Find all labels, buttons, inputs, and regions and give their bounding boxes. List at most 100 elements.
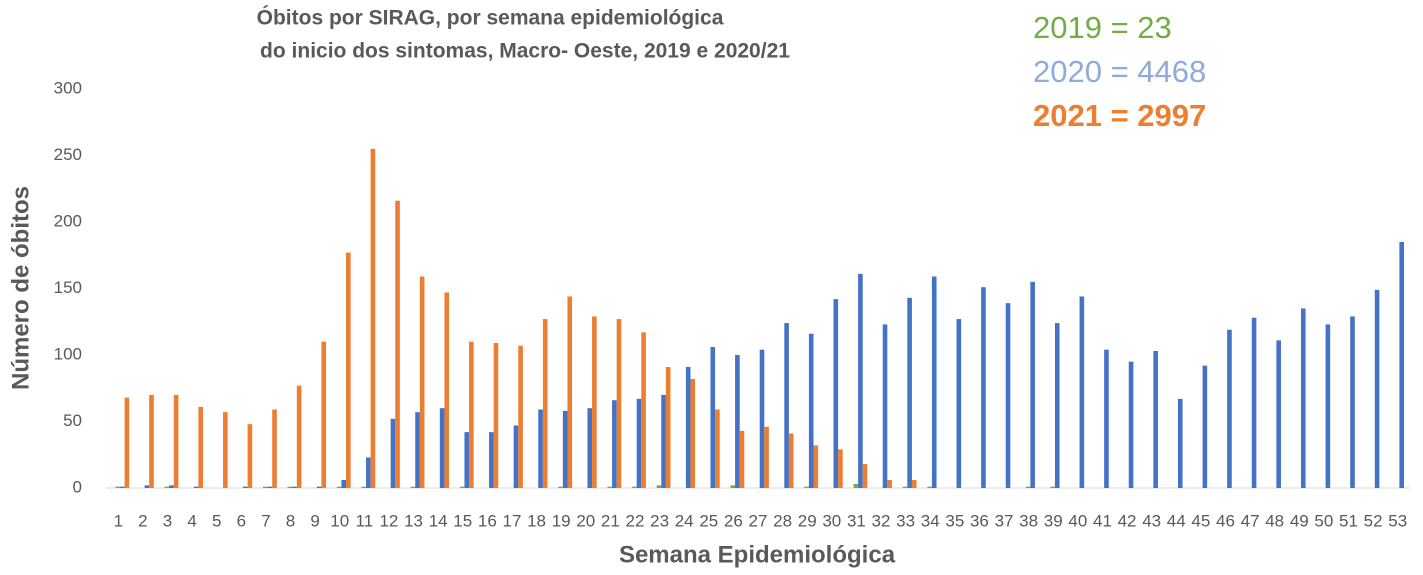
- bar: [124, 397, 130, 488]
- bar: [410, 486, 416, 488]
- x-tick-label: 18: [527, 511, 546, 530]
- x-tick-label: 36: [970, 511, 989, 530]
- annotation: 2021 = 2997: [1033, 98, 1206, 133]
- bar: [981, 287, 986, 488]
- x-tick-label: 45: [1191, 511, 1210, 530]
- bar: [887, 480, 892, 488]
- bar: [223, 412, 228, 488]
- bar: [592, 316, 597, 488]
- x-tick-label: 25: [699, 511, 718, 530]
- annotation: 2020 = 4468: [1033, 54, 1206, 89]
- bar: [1025, 486, 1031, 488]
- bar: [1128, 361, 1134, 488]
- x-tick-label: 37: [995, 511, 1014, 530]
- bar: [542, 319, 548, 488]
- y-tick-label: 200: [54, 211, 82, 230]
- bar: [715, 409, 720, 488]
- bar: [1079, 296, 1085, 488]
- x-tick-label: 20: [576, 511, 595, 530]
- bar: [1350, 316, 1355, 488]
- x-tick-label: 3: [163, 511, 172, 530]
- bar: [764, 426, 769, 488]
- bar: [493, 343, 499, 488]
- bar: [1054, 323, 1060, 488]
- bar: [1325, 324, 1331, 488]
- x-tick-label: 29: [798, 511, 817, 530]
- bar: [1177, 398, 1183, 488]
- x-tick-label: 10: [330, 511, 349, 530]
- bar: [1153, 351, 1158, 488]
- bar: [612, 400, 617, 488]
- bar: [149, 394, 154, 488]
- x-tick-label: 50: [1314, 511, 1333, 530]
- x-tick-label: 48: [1265, 511, 1284, 530]
- bar: [1030, 281, 1035, 488]
- bar: [833, 299, 839, 488]
- bar: [395, 200, 400, 488]
- bar: [272, 409, 277, 488]
- y-axis-title: Número de óbitos: [7, 186, 34, 390]
- x-tick-label: 43: [1142, 511, 1161, 530]
- bar: [115, 486, 121, 488]
- bar: [607, 486, 613, 488]
- x-tick-label: 4: [187, 511, 196, 530]
- x-tick-label: 15: [453, 511, 472, 530]
- bar: [1005, 303, 1011, 488]
- bar: [346, 252, 351, 488]
- x-tick-label: 2: [138, 511, 147, 530]
- bar: [366, 457, 371, 488]
- bar: [361, 486, 367, 488]
- bar: [144, 485, 150, 488]
- bar: [173, 394, 179, 488]
- bar: [838, 449, 843, 488]
- x-tick-label: 44: [1167, 511, 1186, 530]
- bar: [567, 296, 573, 488]
- y-tick-label: 250: [54, 145, 82, 164]
- bar: [788, 433, 794, 488]
- bar: [198, 406, 204, 488]
- bar: [813, 445, 819, 488]
- x-tick-label: 19: [552, 511, 571, 530]
- x-tick-label: 53: [1388, 511, 1407, 530]
- x-tick-label: 40: [1068, 511, 1087, 530]
- bar: [1227, 329, 1232, 488]
- bar: [321, 341, 327, 488]
- y-tick-label: 150: [54, 278, 82, 297]
- bar: [489, 432, 494, 488]
- x-tick-label: 42: [1118, 511, 1137, 530]
- bar: [804, 486, 809, 488]
- bar: [665, 366, 671, 488]
- bar: [902, 486, 908, 488]
- x-tick-label: 30: [822, 511, 841, 530]
- x-tick-label: 52: [1364, 511, 1383, 530]
- bar: [911, 480, 917, 488]
- bar: [808, 333, 814, 488]
- x-tick-label: 28: [773, 511, 792, 530]
- x-tick-label: 9: [310, 511, 319, 530]
- bar: [444, 292, 450, 488]
- x-tick-label: 8: [286, 511, 295, 530]
- bar: [616, 319, 622, 488]
- bar: [587, 408, 593, 488]
- bar: [336, 486, 342, 488]
- bar: [513, 425, 519, 488]
- bar: [656, 485, 662, 488]
- x-tick-label: 12: [379, 511, 398, 530]
- y-tick-label: 50: [63, 411, 82, 430]
- bar: [1251, 317, 1257, 488]
- x-tick-label: 13: [404, 511, 423, 530]
- bar: [956, 319, 962, 488]
- x-tick-label: 38: [1019, 511, 1038, 530]
- bar: [267, 486, 273, 488]
- x-tick-label: 1: [114, 511, 123, 530]
- bar: [858, 273, 863, 488]
- bar: [641, 332, 646, 488]
- bar: [661, 394, 666, 488]
- chart-title: do inicio dos sintomas, Macro- Oeste, 20…: [260, 40, 790, 63]
- bar: [1104, 349, 1109, 488]
- x-tick-label: 6: [237, 511, 246, 530]
- bar: [287, 486, 293, 488]
- bar: [927, 486, 932, 488]
- bar: [263, 486, 268, 488]
- bar: [243, 486, 248, 488]
